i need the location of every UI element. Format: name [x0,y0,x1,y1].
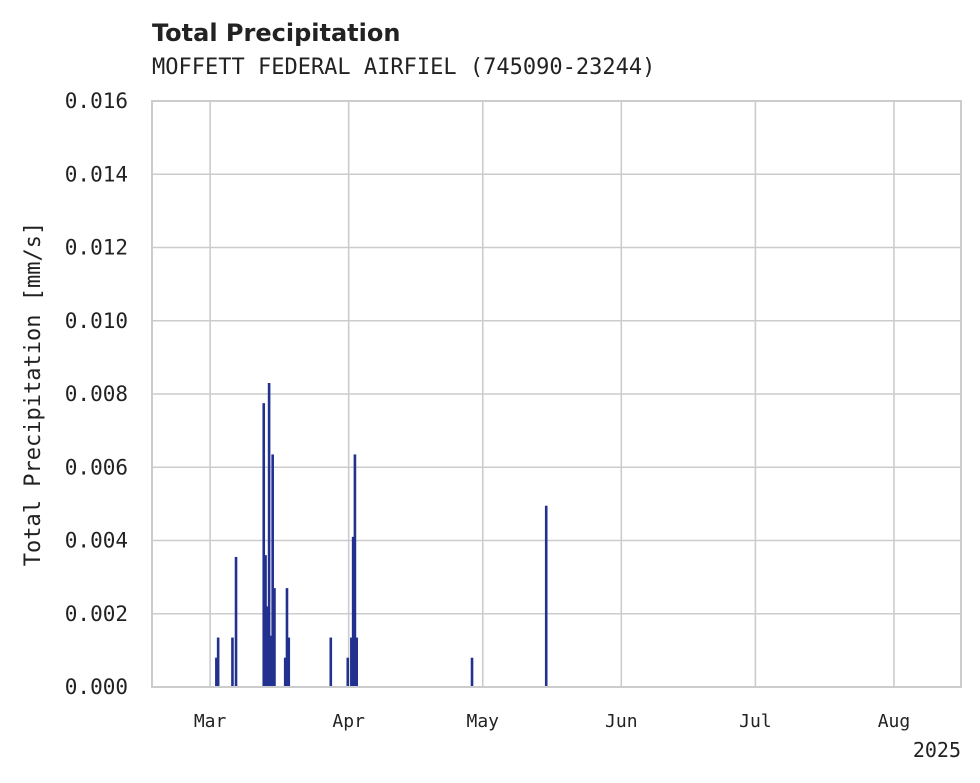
precipitation-bar [273,588,276,687]
chart-subtitle: MOFFETT FEDERAL AIRFIEL (745090-23244) [152,55,655,80]
precipitation-bar [234,556,238,687]
x-tick-label: May [466,711,499,732]
x-tick-label: Apr [332,711,365,732]
precipitation-bar [215,657,218,687]
bar-series [215,383,548,687]
precipitation-bar [285,588,289,687]
y-tick-label: 0.006 [65,455,128,479]
grid-lines [152,100,961,688]
precipitation-bar [346,657,350,687]
y-tick-label: 0.000 [65,675,128,699]
y-tick-labels: 0.000 0.002 0.004 0.006 0.008 0.010 0.012 0.014… [65,89,128,699]
y-axis-label: Total Precipitation [mm/s] [21,222,46,566]
precipitation-bar [353,454,357,687]
precipitation-bar [266,606,269,687]
precipitation-bar [231,637,234,687]
precipitation-bar [355,637,359,687]
precipitation-bar [287,637,291,687]
y-tick-label: 0.004 [65,529,128,553]
precipitation-bar [216,637,220,687]
x-tick-label: Jun [605,711,638,732]
precipitation-bar [264,555,267,687]
precipitation-bar [351,536,355,687]
x-tick-label: Mar [194,711,227,732]
y-tick-label: 0.010 [65,309,128,333]
precipitation-bar [269,635,273,687]
precipitation-bar [271,454,274,687]
precipitation-bar [283,657,287,687]
y-tick-label: 0.002 [65,602,128,626]
precipitation-bar [262,403,266,687]
plot-frame [151,100,962,688]
precipitation-bar [267,383,271,687]
precipitation-bar [329,637,333,687]
precipitation-bar [544,505,548,687]
precipitation-bar [350,637,353,687]
y-tick-label: 0.012 [65,236,128,260]
y-tick-label: 0.008 [65,382,128,406]
chart-title: Total Precipitation [152,19,400,47]
y-tick-label: 0.014 [65,162,128,186]
x-tick-labels: Mar Apr May Jun Jul Aug [194,711,910,732]
y-tick-label: 0.016 [65,89,128,113]
precipitation-bar [470,657,474,687]
x-tick-label: Jul [739,711,772,732]
x-axis-year-label: 2025 [913,738,961,762]
x-tick-label: Aug [878,711,911,732]
